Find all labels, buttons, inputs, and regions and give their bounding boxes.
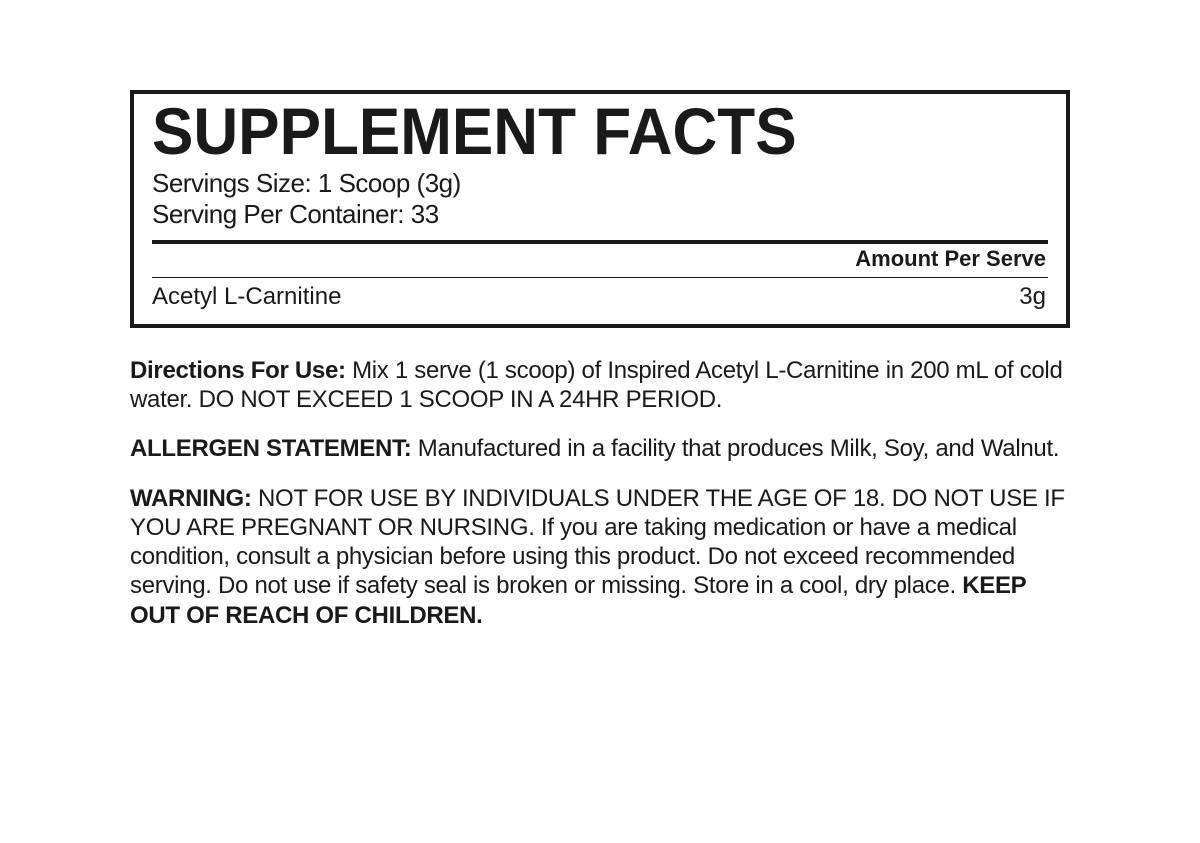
servings-per-value: 33 <box>411 199 439 229</box>
warning-text: NOT FOR USE BY INDIVIDUALS UNDER THE AGE… <box>130 485 1065 600</box>
servings-per-label: Serving Per Container: <box>152 199 411 229</box>
warning-label: WARNING: <box>130 485 258 512</box>
serving-size-label: Servings Size: <box>152 168 318 198</box>
supplement-facts-panel: SUPPLEMENT FACTS Servings Size: 1 Scoop … <box>130 90 1070 328</box>
ingredient-name: Acetyl L-Carnitine <box>152 280 341 314</box>
allergen-text: Manufactured in a facility that produces… <box>418 435 1059 462</box>
amount-per-serve-header: Amount Per Serve <box>152 244 1048 277</box>
body-text-section: Directions For Use: Mix 1 serve (1 scoop… <box>130 356 1070 630</box>
allergen-paragraph: ALLERGEN STATEMENT: Manufactured in a fa… <box>130 434 1070 463</box>
directions-paragraph: Directions For Use: Mix 1 serve (1 scoop… <box>130 356 1070 415</box>
serving-size-line: Servings Size: 1 Scoop (3g) <box>152 168 1048 199</box>
ingredient-row: Acetyl L-Carnitine 3g <box>152 278 1048 314</box>
serving-size-value: 1 Scoop (3g) <box>318 168 461 198</box>
servings-per-line: Serving Per Container: 33 <box>152 199 1048 230</box>
warning-paragraph: WARNING: NOT FOR USE BY INDIVIDUALS UNDE… <box>130 484 1070 630</box>
directions-label: Directions For Use: <box>130 357 352 384</box>
ingredient-amount: 3g <box>1019 280 1046 314</box>
panel-title: SUPPLEMENT FACTS <box>152 98 994 164</box>
allergen-label: ALLERGEN STATEMENT: <box>130 435 418 462</box>
